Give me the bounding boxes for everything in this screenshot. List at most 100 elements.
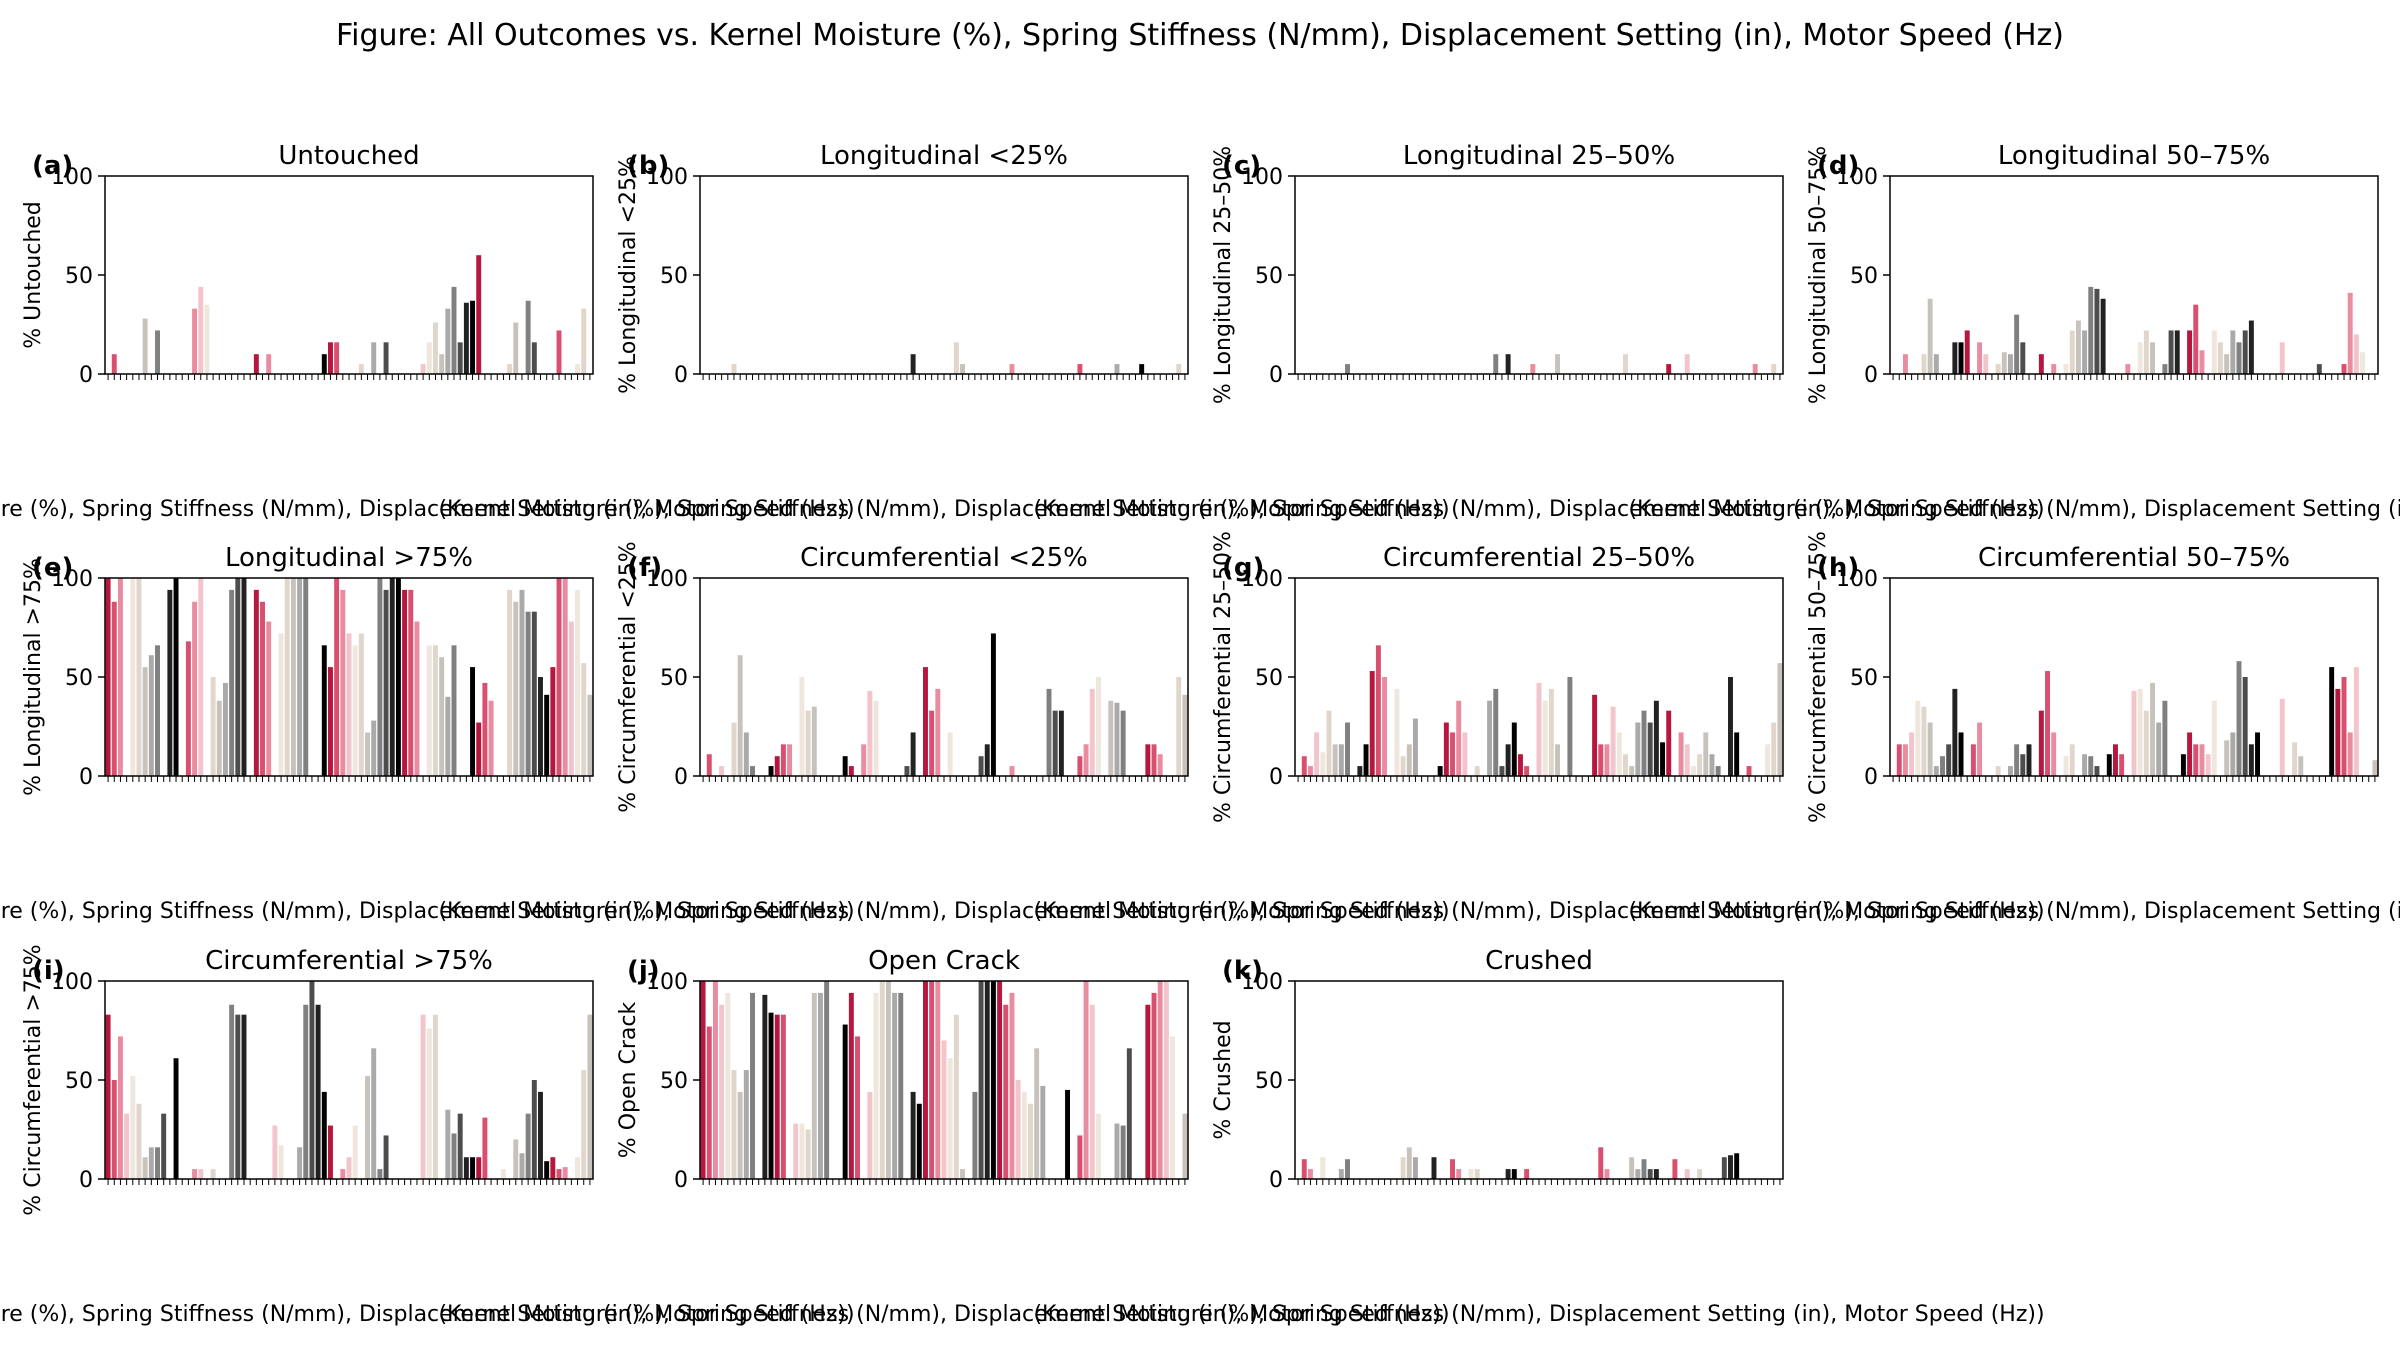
- bar: [463, 302, 469, 374]
- bar: [2051, 364, 2057, 374]
- y-tick-label: 100: [646, 567, 688, 592]
- bar: [383, 1135, 389, 1179]
- bar: [731, 364, 737, 374]
- bar: [402, 589, 408, 776]
- bar: [750, 992, 755, 1179]
- bar: [1363, 744, 1369, 776]
- panel-letter: (e): [32, 553, 73, 583]
- bar: [1009, 364, 1015, 374]
- bar: [799, 1123, 805, 1179]
- bar: [562, 1167, 568, 1179]
- bar: [1338, 1169, 1344, 1179]
- bar: [117, 578, 123, 776]
- bar: [1940, 756, 1945, 776]
- bar: [1690, 766, 1696, 776]
- bar: [488, 700, 494, 776]
- bar: [780, 1014, 786, 1179]
- bar: [2193, 304, 2199, 374]
- bar: [315, 1004, 321, 1179]
- bar: [1946, 744, 1952, 776]
- bar: [507, 364, 513, 374]
- bar: [1400, 1157, 1406, 1179]
- bar: [947, 1058, 953, 1179]
- bar: [824, 981, 830, 1179]
- bar: [395, 578, 401, 776]
- bar: [1307, 766, 1313, 776]
- bar: [1021, 1091, 1027, 1179]
- bar: [507, 589, 513, 776]
- bar: [1456, 1169, 1462, 1179]
- bar: [155, 645, 160, 776]
- bar: [1052, 710, 1058, 776]
- panel-5: 0 50 100 Longitudinal >75% (e)% Longitudinal…: [0, 543, 855, 924]
- bar: [309, 981, 315, 1179]
- bar: [1524, 766, 1530, 776]
- bar: [1437, 766, 1443, 776]
- bar: [1958, 732, 1964, 776]
- bar: [1468, 1169, 1474, 1179]
- bar: [241, 578, 247, 776]
- bar: [842, 1024, 848, 1179]
- bar: [2069, 330, 2075, 374]
- bar: [1896, 744, 1902, 776]
- bar: [1326, 710, 1332, 776]
- bar: [1182, 1113, 1188, 1179]
- x-axis-label: (Kernel Moisture (%), Spring Stiffness (…: [0, 1302, 855, 1327]
- bar: [2150, 682, 2155, 776]
- bar: [321, 645, 327, 776]
- panel-letter: (c): [1222, 151, 1261, 181]
- panel-title: Circumferential >75%: [205, 946, 493, 976]
- bar: [2187, 732, 2193, 776]
- bar: [2137, 688, 2143, 776]
- bar: [2298, 756, 2304, 776]
- bar: [482, 682, 488, 776]
- bar: [1684, 354, 1690, 374]
- bar: [229, 589, 235, 776]
- bar: [873, 700, 879, 776]
- bar: [1709, 754, 1715, 776]
- y-tick-label: 0: [1864, 765, 1878, 790]
- bar: [525, 1113, 531, 1179]
- bar: [130, 578, 136, 776]
- plot-frame: [104, 175, 594, 375]
- bar: [476, 722, 482, 776]
- y-tick-label: 50: [1255, 1069, 1283, 1094]
- bar: [1567, 677, 1573, 776]
- bar: [426, 645, 432, 776]
- bar: [1095, 1113, 1101, 1179]
- bar: [910, 1091, 916, 1179]
- bar: [2094, 288, 2100, 374]
- bar: [1995, 364, 2001, 374]
- bar: [2069, 744, 2075, 776]
- bar: [1077, 1135, 1083, 1179]
- bar: [2335, 688, 2341, 776]
- panel-11: 0 50 100 Crushed (k) % Crushed (Kernel Moistur…: [1033, 946, 2044, 1327]
- bar: [340, 589, 346, 776]
- x-axis-label: (Kernel Moisture (%), Spring Stiffness (…: [1628, 899, 2400, 924]
- bar: [1921, 706, 1927, 776]
- y-tick-label: 0: [79, 765, 93, 790]
- bar: [253, 589, 259, 776]
- bar: [1958, 342, 1964, 374]
- bar: [1083, 981, 1089, 1179]
- bar: [513, 601, 519, 776]
- bar: [1443, 722, 1449, 776]
- bar: [1703, 732, 1709, 776]
- bar: [439, 657, 445, 776]
- panel-6: 0 50 100 Circumferential <25% (f)% Circumfer…: [438, 541, 1449, 924]
- bar: [953, 1014, 959, 1179]
- bar: [774, 756, 780, 776]
- bar: [2316, 364, 2322, 374]
- bar: [334, 578, 340, 776]
- bar: [550, 667, 556, 776]
- bar: [142, 318, 148, 374]
- bar: [525, 611, 531, 776]
- bar: [383, 589, 389, 776]
- bar: [1083, 744, 1089, 776]
- bar: [2174, 330, 2180, 374]
- panel-letter: (g): [1222, 553, 1264, 583]
- bar: [762, 994, 768, 1179]
- bar: [1542, 700, 1548, 776]
- x-axis-label: (Kernel Moisture (%), Spring Stiffness (…: [438, 1302, 1449, 1327]
- bar: [1077, 756, 1083, 776]
